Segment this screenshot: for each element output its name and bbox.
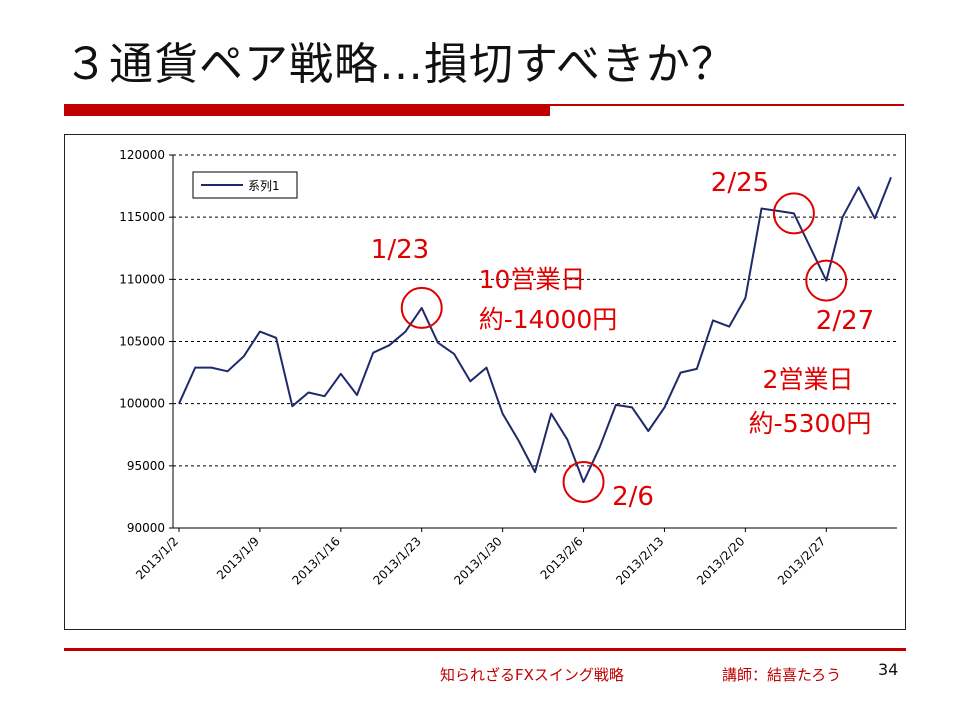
y-tick-label: 105000 bbox=[119, 335, 165, 349]
annotation-note-10-days: 10営業日 bbox=[479, 265, 586, 294]
footer-rule bbox=[64, 648, 906, 651]
annotation-circle-2-27 bbox=[805, 259, 848, 302]
annotation-note-minus-14000: 約-14000円 bbox=[479, 305, 618, 334]
x-tick-label: 2013/1/9 bbox=[214, 534, 262, 582]
y-tick-label: 100000 bbox=[119, 397, 165, 411]
legend-entry: 系列1 bbox=[248, 179, 280, 193]
y-tick-label: 110000 bbox=[119, 272, 165, 286]
x-tick-label: 2013/1/16 bbox=[290, 534, 343, 587]
annotation-label-2-25: 2/25 bbox=[711, 168, 769, 198]
annotation-note-minus-5300: 約-5300円 bbox=[749, 409, 872, 438]
annotation-circle-1-23 bbox=[400, 286, 443, 329]
y-tick-label: 90000 bbox=[127, 521, 165, 535]
x-tick-label: 2013/2/6 bbox=[538, 534, 586, 582]
annotation-label-2-27: 2/27 bbox=[816, 306, 874, 336]
x-tick-label: 2013/2/27 bbox=[775, 534, 828, 587]
page-number: 34 bbox=[878, 660, 899, 679]
annotation-note-2-days: 2営業日 bbox=[763, 365, 854, 394]
footer-lecturer: 講師：結喜たろう bbox=[722, 666, 842, 684]
footer-course-title: 知られざるFXスイング戦略 bbox=[440, 666, 624, 684]
y-tick-label: 120000 bbox=[119, 148, 165, 162]
series-line bbox=[178, 177, 892, 483]
x-tick-label: 2013/1/23 bbox=[370, 534, 423, 587]
y-tick-label: 115000 bbox=[119, 210, 165, 224]
y-tick-label: 95000 bbox=[127, 459, 165, 473]
x-tick-label: 2013/1/30 bbox=[451, 534, 504, 587]
title-underline-thick bbox=[64, 106, 550, 116]
x-tick-label: 2013/2/20 bbox=[694, 534, 747, 587]
annotation-label-2-6: 2/6 bbox=[612, 482, 654, 512]
annotation-label-1-23: 1/23 bbox=[371, 235, 429, 265]
x-tick-label: 2013/1/2 bbox=[133, 534, 181, 582]
title-underline-thin bbox=[64, 104, 904, 106]
x-tick-label: 2013/2/13 bbox=[613, 534, 666, 587]
annotation-circle-2-6 bbox=[562, 460, 605, 503]
slide-title: ３通貨ペア戦略…損切すべきか？ bbox=[64, 39, 736, 90]
annotation-circle-2-25 bbox=[772, 192, 815, 235]
